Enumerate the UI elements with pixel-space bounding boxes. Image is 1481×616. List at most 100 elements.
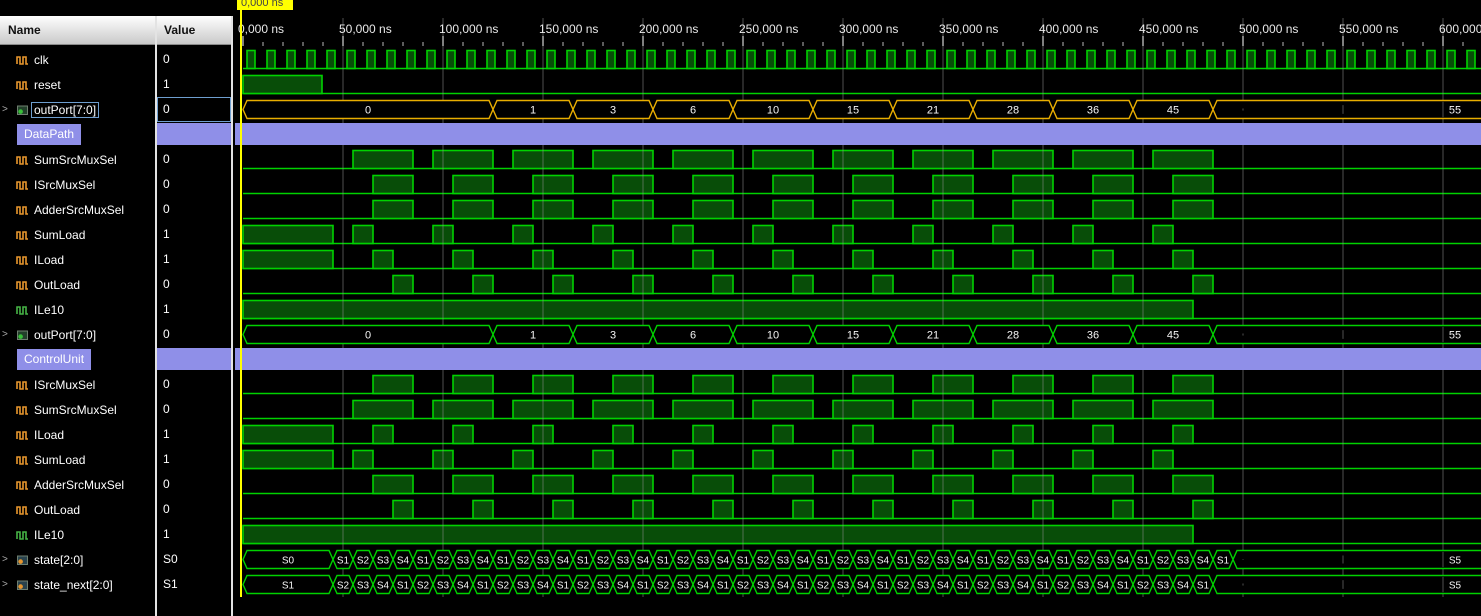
signal-row[interactable]: clk [0,47,155,72]
group-label[interactable]: ControlUnit [17,349,92,370]
svg-text:S1: S1 [1137,556,1150,567]
signal-row[interactable]: ILoad [0,247,155,272]
signal-name: SumSrcMuxSel [34,152,117,167]
signal-value-cell[interactable] [157,347,231,372]
signal-name: ISrcMuxSel [34,377,96,392]
signal-row[interactable]: ILoad [0,422,155,447]
svg-text:S0: S0 [282,556,295,567]
signal-row[interactable]: SumLoad [0,447,155,472]
svg-text:S3: S3 [1157,581,1170,592]
bit-green-icon [16,531,28,540]
signal-row[interactable]: SumLoad [0,222,155,247]
signal-row[interactable]: DataPath [0,122,155,147]
signal-value-cell[interactable]: 0 [163,152,170,166]
signal-value-cell[interactable]: 0 [163,177,170,191]
panel-divider[interactable] [231,16,233,616]
signal-value-cell[interactable]: 0 [163,402,170,416]
signal-value-cell[interactable]: 1 [163,452,170,466]
signal-value-cell[interactable]: 1 [163,302,170,316]
svg-text:100,000 ns: 100,000 ns [439,22,498,36]
signal-row[interactable]: reset [0,72,155,97]
svg-text:S2: S2 [977,581,990,592]
svg-text:S3: S3 [617,556,630,567]
svg-text:S2: S2 [597,556,610,567]
signal-row[interactable]: > outPort[7:0] [0,97,155,122]
svg-text:S4: S4 [397,556,410,567]
svg-text:S2: S2 [417,581,430,592]
signal-row[interactable]: AdderSrcMuxSel [0,197,155,222]
name-column-header[interactable]: Name [8,23,41,37]
svg-text:S3: S3 [997,581,1010,592]
svg-text:55: 55 [1449,330,1461,342]
svg-text:36: 36 [1087,105,1099,117]
signal-name: outPort[7:0] [34,327,97,342]
svg-text:S1: S1 [577,556,590,567]
svg-text:150,000 ns: 150,000 ns [539,22,598,36]
svg-text:S4: S4 [957,556,970,567]
svg-text:S1: S1 [282,581,295,592]
svg-text:300,000 ns: 300,000 ns [839,22,898,36]
expander-icon[interactable]: > [2,104,8,115]
signal-row[interactable]: > outPort[7:0] [0,322,155,347]
svg-text:6: 6 [690,105,696,117]
signal-value-cell[interactable]: 1 [163,527,170,541]
svg-text:1: 1 [530,105,536,117]
signal-row[interactable]: ISrcMuxSel [0,172,155,197]
bit-orange-icon [16,81,28,90]
bit-orange-icon [16,431,28,440]
signal-row[interactable]: OutLoad [0,272,155,297]
svg-text:S1: S1 [977,556,990,567]
signal-row[interactable]: OutLoad [0,497,155,522]
svg-text:S3: S3 [1097,556,1110,567]
svg-text:S2: S2 [997,556,1010,567]
signal-value-cell[interactable]: 1 [163,252,170,266]
signal-row[interactable]: > state[2:0] [0,547,155,572]
signal-row[interactable]: SumSrcMuxSel [0,397,155,422]
svg-text:550,000 ns: 550,000 ns [1339,22,1398,36]
signal-row[interactable]: ILe10 [0,522,155,547]
signal-value-cell[interactable]: 0 [163,327,170,341]
svg-text:S3: S3 [437,581,450,592]
signal-value-cell[interactable]: S0 [163,552,178,566]
column-divider[interactable] [155,16,157,616]
signal-value-cell[interactable]: 0 [163,477,170,491]
signal-name: SumLoad [34,227,86,242]
signal-value-cell[interactable]: 1 [163,77,170,91]
signal-value-cell[interactable]: S1 [163,577,178,591]
svg-text:S3: S3 [1177,556,1190,567]
svg-text:0: 0 [365,330,371,342]
signal-row[interactable]: ControlUnit [0,347,155,372]
expander-icon[interactable]: > [2,329,8,340]
signal-value-cell[interactable]: 0 [157,97,231,122]
svg-text:S4: S4 [937,581,950,592]
signal-row[interactable]: ILe10 [0,297,155,322]
expander-icon[interactable]: > [2,579,8,590]
signal-value-cell[interactable] [157,122,231,147]
svg-text:S3: S3 [917,581,930,592]
signal-row[interactable]: AdderSrcMuxSel [0,472,155,497]
svg-text:400,000 ns: 400,000 ns [1039,22,1098,36]
signal-row[interactable]: SumSrcMuxSel [0,147,155,172]
signal-value-cell[interactable]: 0 [163,202,170,216]
signal-value-cell[interactable]: 1 [163,227,170,241]
value-column-header[interactable]: Value [164,23,196,37]
svg-text:21: 21 [927,105,939,117]
signal-value-cell[interactable]: 0 [163,52,170,66]
svg-text:0,000 ns: 0,000 ns [241,0,284,9]
signal-name: AdderSrcMuxSel [34,477,125,492]
bit-orange-icon [16,406,28,415]
signal-row[interactable]: ISrcMuxSel [0,372,155,397]
svg-text:S2: S2 [577,581,590,592]
signal-value-cell[interactable]: 1 [163,427,170,441]
group-label[interactable]: DataPath [17,124,82,145]
signal-value-cell[interactable]: 0 [163,277,170,291]
svg-text:S4: S4 [717,556,730,567]
signal-name: SumLoad [34,452,86,467]
signal-row[interactable]: > state_next[2:0] [0,572,155,597]
signal-value-cell[interactable]: 0 [163,377,170,391]
svg-text:0: 0 [365,105,371,117]
expander-icon[interactable]: > [2,554,8,565]
svg-text:450,000 ns: 450,000 ns [1139,22,1198,36]
signal-value-cell[interactable]: 0 [163,502,170,516]
